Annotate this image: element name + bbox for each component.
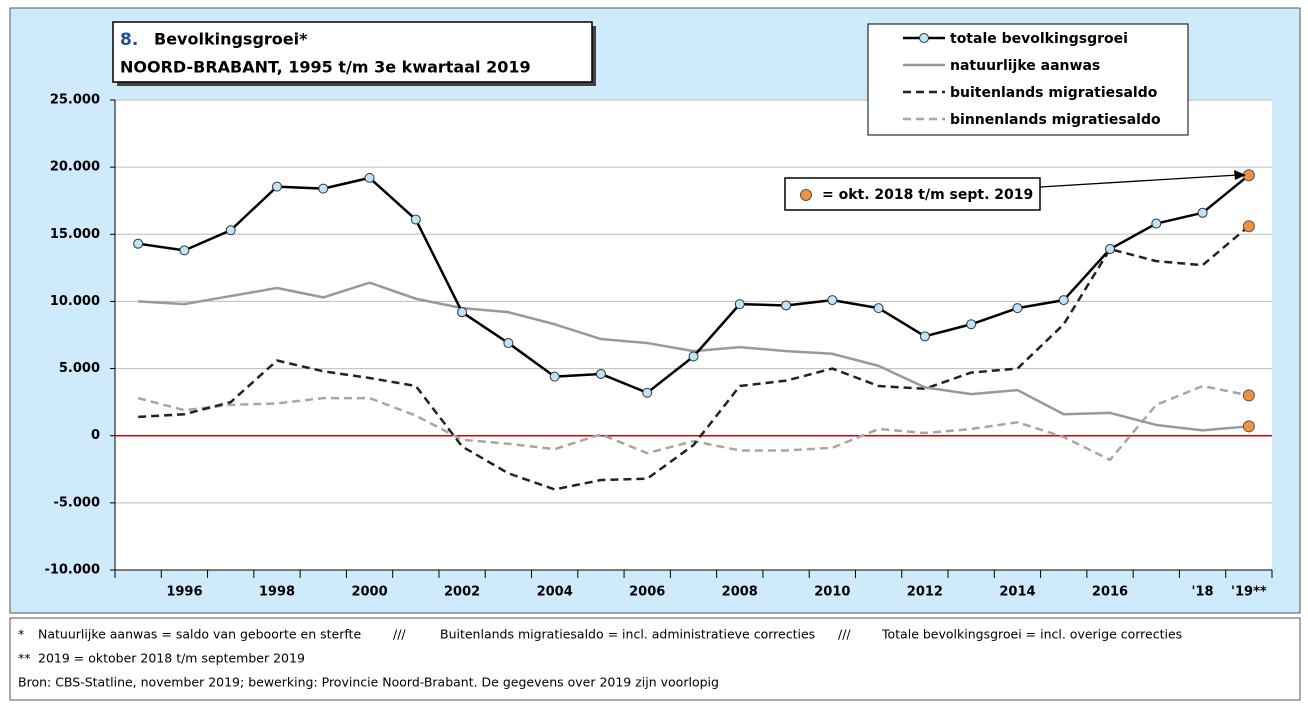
footnote: /// [838,627,851,642]
last-point [1242,389,1255,402]
point-marker [919,331,930,342]
point-marker [410,214,421,225]
point-marker [1151,218,1162,229]
footnote: Buitenlands migratiesaldo = incl. admini… [440,627,815,642]
point-marker [688,351,699,362]
point-marker [549,371,560,382]
title-box [112,21,593,83]
point-marker [503,338,514,349]
x-tick-label: 2014 [999,585,1035,600]
y-tick-label: -5.000 [53,495,100,510]
legend [867,23,1189,136]
point-marker [364,172,375,183]
marks [133,169,1255,491]
legend-label: binnenlands migratiesaldo [950,112,1161,128]
point-marker [225,225,236,236]
y-tick-label: 15.000 [50,227,100,242]
x-tick-label: 2006 [629,585,665,600]
y-tick-label: 0 [91,428,100,443]
footnote: 2019 = oktober 2018 t/m september 2019 [38,651,305,666]
footnote: * [18,627,24,642]
point-marker [827,295,838,306]
x-tick-label: 2004 [537,585,573,600]
annotation-arrow [1039,174,1239,188]
chart-subtitle: NOORD-BRABANT, 1995 t/m 3e kwartaal 2019 [120,58,531,77]
point-marker [734,299,745,310]
footnote: /// [393,627,406,642]
x-tick-label: 2016 [1092,585,1128,600]
point-marker [1058,295,1069,306]
x-tick-label: '18 [1192,585,1214,600]
plot-area [115,100,1272,570]
last-point [1242,220,1255,233]
point-marker [1012,303,1023,314]
x-tick-label: 2012 [907,585,943,600]
chart-title: Bevolkingsgroei* [154,30,308,49]
last-point [1242,420,1255,433]
point-marker [1197,207,1208,218]
series-line [137,384,1250,462]
annotation: = okt. 2018 t/m sept. 2019 [822,187,1033,203]
x-tick-label: 2008 [722,585,758,600]
footnote: ** [18,651,31,666]
annotation-marker [800,189,812,201]
point-marker [781,300,792,311]
point-marker [595,368,606,379]
footer-box [9,617,1301,701]
x-tick-label: '19** [1231,585,1267,600]
y-tick-label: 20.000 [50,160,100,175]
x-tick-label: 2010 [814,585,850,600]
legend-label: totale bevolkingsgroei [950,31,1128,47]
point-marker [966,319,977,330]
y-tick-label: -10.000 [44,563,100,578]
footnote: Natuurlijke aanwas = saldo van geboorte … [38,627,361,642]
y-tick-label: 25.000 [50,93,100,108]
legend-label: buitenlands migratiesaldo [950,85,1158,101]
point-marker [133,238,144,249]
y-tick-label: 5.000 [59,361,100,376]
point-marker [318,183,329,194]
legend-marker [919,33,929,43]
footnote: Totale bevolkingsgroei = incl. overige c… [881,627,1182,642]
title-number: 8. [120,30,138,50]
legend-label: natuurlijke aanwas [950,58,1100,74]
x-tick-label: 2000 [351,585,387,600]
point-marker [873,303,884,314]
point-marker [179,245,190,256]
x-tick-label: 1998 [259,585,295,600]
annotation-box [784,177,1041,211]
point-marker [457,307,468,318]
series-line [138,281,1249,432]
point-marker [642,387,653,398]
arrow-head [1234,170,1246,180]
footnote: Bron: CBS-Statline, november 2019; bewer… [18,675,719,690]
point-marker [1105,244,1116,255]
series-line [138,225,1250,491]
point-marker [271,181,282,192]
x-tick-label: 2002 [444,585,480,600]
x-tick-label: 1996 [166,585,202,600]
y-tick-label: 10.000 [50,294,100,309]
